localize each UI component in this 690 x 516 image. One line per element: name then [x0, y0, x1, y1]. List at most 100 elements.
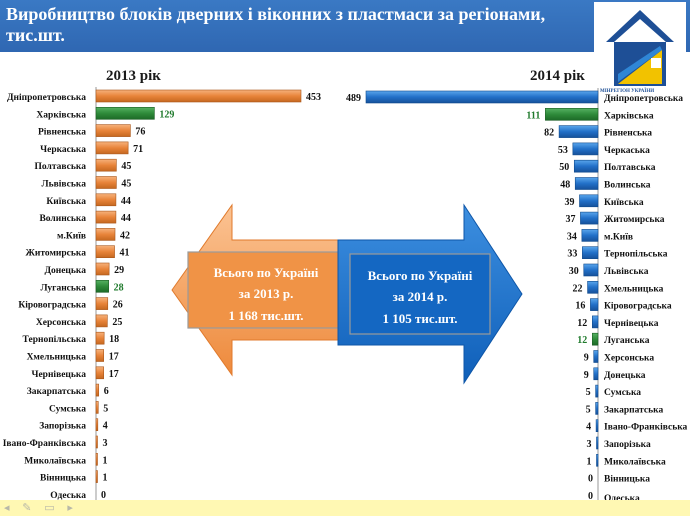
bar-2014 [587, 280, 599, 294]
bar-2014 [365, 90, 599, 104]
total-2014-line1: Всього по Україні [368, 268, 473, 283]
category-label-2013: Полтавська [35, 162, 87, 172]
bar-2014 [582, 246, 599, 259]
value-label-2014: 82 [544, 128, 554, 139]
category-label-2014: Черкаська [604, 146, 650, 156]
value-label-2014: 4 [586, 422, 591, 433]
value-label-2014: 33 [567, 249, 577, 260]
category-label-2014: Запорізька [604, 439, 651, 450]
total-2013-line1: Всього по Україні [214, 265, 319, 280]
value-label-2013: 5 [103, 403, 108, 414]
value-label-2013: 1 [103, 473, 108, 484]
value-label-2013: 28 [114, 282, 124, 293]
value-label-2013: 6 [104, 386, 109, 397]
bar-2014 [595, 419, 599, 433]
bar-2013 [95, 176, 117, 189]
total-2013-line3: 1 168 тис.шт. [228, 308, 303, 323]
category-label-2014: Волинська [604, 181, 651, 191]
category-label-2013: Харківська [36, 109, 86, 120]
value-label-2013: 453 [306, 92, 321, 103]
value-label-2013: 76 [135, 127, 145, 138]
bar-2014 [590, 298, 599, 311]
category-label-2013: Сумська [49, 404, 86, 414]
value-label-2013: 129 [159, 109, 174, 120]
bar-2014 [592, 332, 599, 346]
bar-2014 [545, 108, 599, 121]
bar-2014 [593, 367, 599, 381]
value-label-2014: 34 [567, 231, 577, 242]
value-label-2013: 71 [133, 144, 143, 155]
category-label-2014: Закарпатська [604, 405, 663, 415]
category-label-2013: Івано-Франківська [3, 438, 87, 449]
category-label-2013: Волинська [39, 214, 86, 224]
bar-2013 [95, 124, 131, 137]
category-label-2014: Херсонська [604, 354, 654, 364]
value-label-2014: 0 [588, 474, 593, 485]
value-label-2014: 9 [584, 370, 589, 381]
category-label-2013: Чернівецька [31, 369, 86, 380]
category-label-2014: Чернівецька [604, 318, 659, 329]
value-label-2014: 50 [559, 162, 569, 173]
total-2014-line3: 1 105 тис.шт. [382, 311, 457, 326]
value-label-2014: 53 [558, 145, 568, 156]
category-label-2013: м.Київ [57, 231, 86, 241]
bar-2013 [95, 262, 110, 276]
category-label-2013: Кіровоградська [18, 300, 86, 311]
category-label-2014: Житомирська [604, 215, 665, 225]
logo-text: МІНРЕГІОН УКРАЇНИ [600, 88, 654, 94]
category-label-2013: Дніпропетровська [7, 92, 86, 103]
bar-2014 [558, 125, 599, 138]
category-label-2014: Вінницька [604, 474, 650, 485]
value-label-2013: 45 [121, 179, 131, 190]
value-label-2013: 3 [103, 438, 108, 449]
category-label-2013: Житомирська [25, 249, 86, 259]
value-label-2014: 16 [575, 301, 585, 312]
category-label-2014: Луганська [604, 336, 650, 346]
bar-2014 [596, 453, 599, 467]
category-label-2013: Херсонська [36, 318, 86, 328]
bar-2014 [595, 402, 599, 415]
year-2013-label: 2013 рік [106, 68, 161, 84]
bar-2013 [95, 349, 104, 362]
value-label-2014: 0 [588, 491, 593, 500]
value-label-2013: 42 [120, 230, 130, 241]
bar-2013 [95, 279, 109, 293]
value-label-2014: 1 [587, 456, 592, 467]
value-label-2014: 39 [564, 197, 574, 208]
value-label-2014: 37 [565, 214, 575, 225]
bar-2014 [580, 211, 599, 225]
category-label-2014: Миколаївська [604, 457, 666, 467]
bar-2014 [592, 315, 599, 329]
category-label-2013: Одеська [50, 491, 86, 500]
bar-2013 [95, 435, 98, 449]
category-label-2014: Київська [604, 198, 644, 208]
bar-2014 [572, 142, 599, 156]
bar-2014 [595, 384, 599, 398]
bar-2013 [95, 107, 155, 120]
bar-2013 [95, 401, 99, 414]
value-label-2013: 44 [121, 196, 131, 207]
category-label-2014: Івано-Франківська [604, 422, 688, 433]
category-label-2013: Донецька [44, 266, 86, 276]
category-label-2013: Черкаська [40, 145, 86, 155]
bar-2013 [95, 141, 129, 155]
category-label-2014: Хмельницька [604, 284, 664, 294]
category-label-2013: Миколаївська [24, 456, 86, 466]
category-label-2014: Дніпропетровська [604, 93, 683, 104]
bar-2013 [95, 383, 100, 397]
category-label-2014: Львівська [604, 266, 649, 277]
slide-nav-icons[interactable]: ◂ ✎ ▭ ▸ [4, 502, 78, 514]
value-label-2014: 3 [587, 439, 592, 450]
bar-chart: Всього по Україні за 2013 р. 1 168 тис.ш… [3, 87, 688, 500]
value-label-2014: 111 [526, 110, 540, 121]
bar-2014 [573, 159, 599, 173]
footer-bar: ◂ ✎ ▭ ▸ [0, 500, 690, 516]
bar-2013 [95, 470, 98, 483]
bar-2014 [593, 350, 599, 363]
header-bar: Виробництво блоків дверних і віконних з … [0, 0, 690, 52]
value-label-2014: 9 [584, 353, 589, 364]
value-label-2013: 44 [121, 213, 131, 224]
category-label-2013: Тернопільська [23, 334, 87, 345]
value-label-2013: 0 [101, 490, 106, 500]
value-label-2014: 5 [586, 387, 591, 398]
